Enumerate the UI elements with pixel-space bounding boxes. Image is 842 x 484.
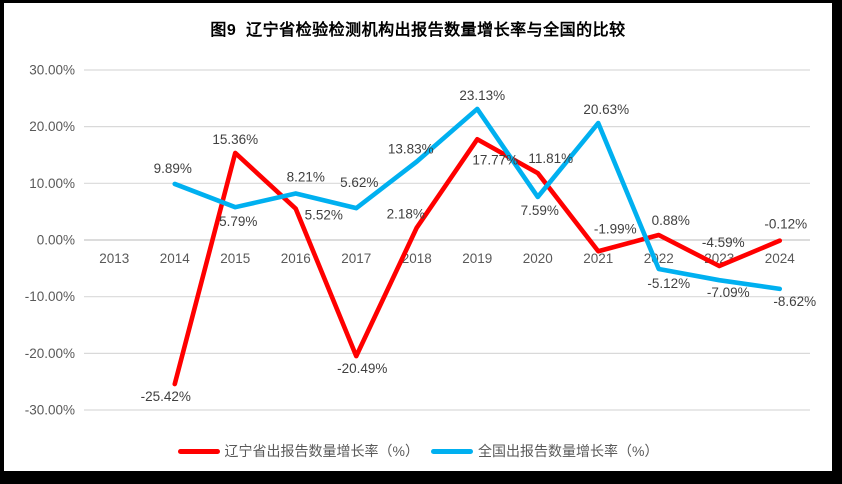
x-axis-year-label: 2013 xyxy=(99,251,129,266)
data-label-national: 23.13% xyxy=(459,88,505,103)
data-label-national: 20.63% xyxy=(583,102,629,117)
x-axis-year-label: 2017 xyxy=(341,251,371,266)
chart-plot-area: 30.00% 20.00% 10.00% 0.00% -10.00% -20.00% -30… xyxy=(25,62,816,418)
x-axis-year-label: 2024 xyxy=(765,251,796,266)
y-axis-tick-label: -20.00% xyxy=(25,346,75,361)
data-label-liaoning: -20.49% xyxy=(337,361,387,376)
liaoning-line-swatch xyxy=(177,448,220,454)
data-label-liaoning: 15.36% xyxy=(212,132,258,147)
legend-item-liaoning: 辽宁省出报告数量增长率（%） xyxy=(177,441,419,461)
data-label-liaoning: -0.12% xyxy=(764,217,807,232)
data-label-liaoning: -25.42% xyxy=(141,389,191,404)
data-label-national: 7.59% xyxy=(521,203,559,218)
x-axis-year-label: 2015 xyxy=(220,251,250,266)
series-line-national xyxy=(172,106,783,292)
chart-legend: 辽宁省出报告数量增长率（%） 全国出报告数量增长率（%） xyxy=(4,441,832,461)
chart-title: 图9 辽宁省检验检测机构出报告数量增长率与全国的比较 xyxy=(210,22,626,39)
y-axis-tick-label: 20.00% xyxy=(29,119,75,134)
data-label-national: 5.79% xyxy=(219,214,257,229)
x-axis-year-label: 2016 xyxy=(281,251,311,266)
legend-item-national: 全国出报告数量增长率（%） xyxy=(431,441,658,461)
y-axis-tick-label: -10.00% xyxy=(25,289,75,304)
data-label-national: -5.12% xyxy=(647,276,690,291)
x-axis-year-label: 2019 xyxy=(462,251,492,266)
data-label-liaoning: 5.52% xyxy=(305,208,343,223)
data-label-liaoning: 17.77% xyxy=(472,152,518,167)
y-axis-tick-label: 0.00% xyxy=(37,233,75,248)
x-axis-year-label: 2020 xyxy=(523,251,553,266)
x-axis-year-label: 2018 xyxy=(402,251,432,266)
data-label-national: -7.09% xyxy=(707,285,750,300)
data-label-liaoning: 11.81% xyxy=(528,151,573,166)
data-label-national: 8.21% xyxy=(287,169,325,184)
series-line-liaoning xyxy=(172,136,783,387)
y-axis-tick-label: 30.00% xyxy=(29,62,75,77)
y-axis-tick-label: 10.00% xyxy=(29,176,75,191)
national-line-swatch xyxy=(431,448,473,454)
x-axis-year-label: 2021 xyxy=(583,251,613,266)
data-label-liaoning: -1.99% xyxy=(594,221,637,236)
data-label-liaoning: 0.88% xyxy=(652,213,690,228)
data-label-national: 5.62% xyxy=(340,175,378,190)
data-label-national: 9.89% xyxy=(154,161,192,176)
data-label-liaoning: 2.18% xyxy=(387,207,425,222)
y-axis-tick-label: -30.00% xyxy=(25,403,75,418)
data-label-national: 13.83% xyxy=(388,142,434,157)
legend-label-national: 全国出报告数量增长率（%） xyxy=(478,443,659,459)
x-axis-year-label: 2014 xyxy=(160,251,191,266)
legend-label-liaoning: 辽宁省出报告数量增长率（%） xyxy=(224,443,419,459)
data-label-liaoning: -4.59% xyxy=(702,235,745,250)
data-label-national: -8.62% xyxy=(773,294,816,309)
